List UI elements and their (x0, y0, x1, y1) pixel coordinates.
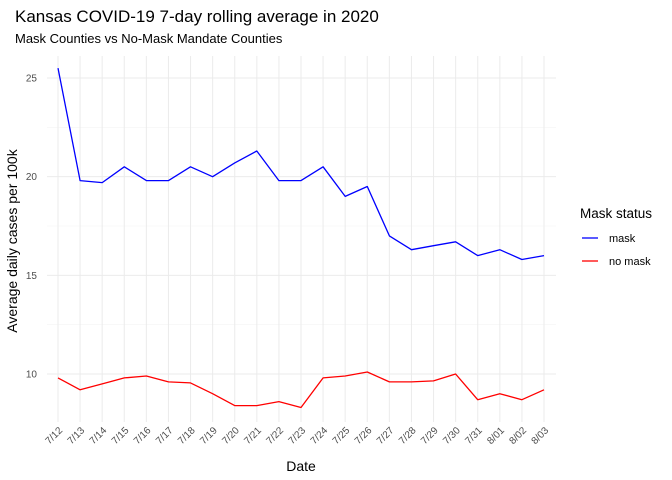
x-tick-label: 7/13 (66, 425, 88, 447)
legend-items: mask no mask (582, 233, 651, 268)
x-tick-label: 7/18 (176, 425, 198, 447)
series-line-mask (57, 67, 545, 261)
x-tick-label: 7/30 (441, 425, 463, 447)
series-line-no-mask (57, 371, 545, 409)
y-axis-ticks: 10 15 20 25 (26, 74, 38, 381)
x-tick-label: 7/27 (375, 425, 397, 447)
x-tick-label: 7/31 (463, 425, 485, 447)
legend-label-mask: mask (609, 233, 636, 245)
x-tick-label: 7/16 (132, 425, 154, 447)
y-tick-label: 20 (26, 172, 38, 183)
x-tick-label: 7/21 (242, 425, 264, 447)
plot-grid (47, 56, 556, 422)
series-lines (57, 67, 545, 409)
x-tick-label: 8/02 (507, 425, 529, 447)
x-tick-label: 7/15 (110, 425, 132, 447)
x-tick-label: 7/26 (353, 425, 375, 447)
x-axis-title: Date (286, 458, 316, 474)
x-tick-label: 7/25 (331, 425, 353, 447)
x-tick-label: 7/19 (198, 425, 220, 447)
legend-label-no-mask: no mask (609, 256, 651, 268)
x-tick-label: 7/20 (220, 425, 242, 447)
x-tick-label: 8/03 (530, 425, 552, 447)
y-tick-label: 15 (26, 271, 38, 282)
y-axis-title: Average daily cases per 100k (4, 148, 20, 332)
x-tick-label: 7/23 (287, 425, 309, 447)
x-tick-label: 7/12 (44, 425, 66, 447)
legend-title: Mask status (580, 206, 652, 221)
legend: Mask status mask no mask (580, 206, 652, 268)
y-tick-label: 10 (26, 370, 38, 381)
chart-subtitle: Mask Counties vs No-Mask Mandate Countie… (15, 31, 283, 46)
x-tick-label: 7/14 (88, 425, 110, 447)
x-tick-label: 7/28 (397, 425, 419, 447)
y-tick-label: 25 (26, 74, 38, 85)
x-tick-label: 7/22 (264, 425, 286, 447)
x-tick-label: 8/01 (485, 425, 507, 447)
chart-title: Kansas COVID-19 7-day rolling average in… (15, 7, 379, 26)
x-tick-label: 7/29 (419, 425, 441, 447)
x-tick-label: 7/24 (309, 425, 331, 447)
x-axis-ticks: 7/12 7/13 7/14 7/15 7/16 7/17 7/18 7/19 7/20 7/21… (44, 425, 552, 447)
x-tick-label: 7/17 (154, 425, 176, 447)
